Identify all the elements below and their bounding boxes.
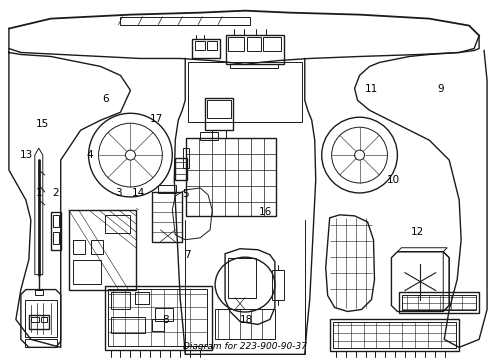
Bar [183, 148, 189, 168]
Text: 16: 16 [259, 207, 272, 217]
Bar [53, 232, 59, 244]
Bar [53, 215, 59, 227]
Bar [29, 315, 49, 329]
Bar [35, 289, 43, 294]
Bar [175, 158, 187, 180]
Bar [402, 294, 476, 310]
Text: 17: 17 [149, 114, 163, 124]
Bar [247, 37, 261, 50]
Bar [192, 39, 220, 58]
Bar [212, 130, 226, 138]
Text: 18: 18 [240, 315, 253, 325]
Bar [200, 132, 218, 140]
Bar [152, 319, 164, 332]
Bar [107, 289, 207, 346]
Text: 3: 3 [116, 188, 122, 198]
Text: Diagram for 223-900-90-37: Diagram for 223-900-90-37 [183, 342, 307, 351]
Bar [25, 339, 57, 347]
Bar [215, 310, 275, 339]
Text: 6: 6 [102, 94, 109, 104]
Text: 7: 7 [184, 250, 190, 260]
Text: 15: 15 [36, 120, 49, 129]
Bar [111, 292, 130, 310]
Bar [152, 192, 182, 242]
Bar [205, 98, 233, 130]
Bar [228, 258, 256, 298]
Bar [155, 307, 173, 321]
Bar [186, 138, 276, 216]
Bar [188, 62, 302, 122]
Bar [226, 35, 284, 64]
Bar [41, 318, 47, 323]
Text: 9: 9 [438, 84, 444, 94]
Bar [228, 37, 244, 50]
Bar [51, 212, 61, 250]
Text: 10: 10 [387, 175, 400, 185]
Text: 8: 8 [163, 315, 170, 325]
Text: 12: 12 [411, 227, 424, 237]
Bar [399, 292, 479, 314]
Text: 11: 11 [365, 84, 378, 94]
Bar [158, 185, 176, 193]
Bar [111, 318, 146, 333]
Text: 4: 4 [86, 150, 93, 160]
Bar [104, 215, 130, 233]
Bar [333, 323, 456, 348]
Bar [207, 41, 217, 50]
Bar [135, 292, 149, 303]
Text: 1: 1 [36, 188, 43, 198]
Bar [121, 17, 250, 24]
Bar [330, 319, 459, 351]
Bar [104, 285, 212, 350]
Bar [73, 240, 85, 254]
Bar [31, 318, 39, 323]
Text: 13: 13 [20, 150, 33, 160]
Text: 2: 2 [52, 188, 59, 198]
Bar [207, 100, 231, 118]
Bar [272, 270, 284, 300]
Bar [73, 260, 100, 284]
Text: 14: 14 [132, 188, 145, 198]
Bar [91, 240, 102, 254]
Text: 5: 5 [182, 189, 189, 199]
Bar [69, 210, 136, 289]
Bar [195, 41, 205, 50]
Bar [263, 37, 281, 50]
